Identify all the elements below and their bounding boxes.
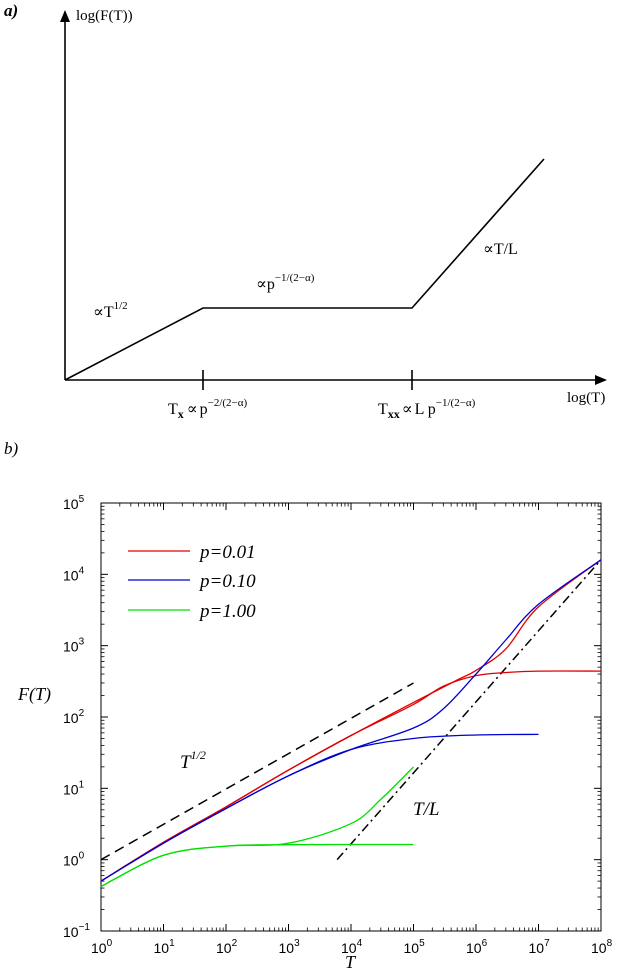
axis-ticks — [100, 502, 602, 932]
series-line-p010-2 — [100, 559, 602, 882]
plot-frame — [100, 502, 602, 932]
y-axis-title: F(T) — [17, 684, 51, 705]
x-axis-title: T — [345, 952, 357, 972]
guide-lines — [100, 559, 602, 861]
legend: p=0.01 p=0.10 p=1.00 — [128, 542, 256, 622]
x-tick-label: 100 — [91, 938, 113, 956]
legend-label-p001: p=0.01 — [198, 542, 256, 563]
panel-a-x-axis-label: log(T) — [567, 390, 605, 406]
annotation-sqrt: T1/2 — [180, 748, 206, 773]
crossover-label-tx: Tx ∝ p−2/(2−α) — [168, 397, 247, 421]
series-line-p001-1 — [100, 670, 602, 882]
x-tick-label: 108 — [591, 938, 613, 956]
series-line-p100-5 — [100, 843, 414, 888]
y-tick-label: 103 — [63, 637, 85, 655]
panel-a-scaling-curve — [64, 158, 545, 381]
y-tick-labels: 10−1 100 101 102 103 104 105 — [63, 494, 90, 940]
series-line-p010-3 — [100, 733, 539, 882]
y-tick-label: 100 — [63, 851, 85, 869]
y-tick-label: 10−1 — [63, 922, 90, 940]
panel-a: a) log(F(T)) log(T) ∝T1/2 ∝p−1/(2−α) ∝T/… — [4, 1, 607, 421]
x-tick-label: 103 — [279, 938, 301, 956]
panel-b-label: b) — [4, 439, 19, 458]
guide-sqrt-dashed — [100, 682, 414, 861]
x-tick-label: 105 — [404, 938, 426, 956]
regime-label-linear: ∝T/L — [483, 241, 518, 258]
annotation-linear: T/L — [413, 799, 439, 820]
x-tick-label: 101 — [154, 938, 176, 956]
y-tick-label: 104 — [63, 565, 85, 583]
x-tick-label: 107 — [529, 938, 551, 956]
x-tick-label: 102 — [216, 938, 238, 956]
regime-label-sqrt: ∝T1/2 — [93, 300, 128, 321]
x-tick-label: 106 — [466, 938, 488, 956]
legend-label-p100: p=1.00 — [198, 601, 256, 622]
panel-a-label: a) — [4, 1, 18, 20]
panel-a-y-axis-label: log(F(T)) — [76, 8, 133, 24]
legend-label-p010: p=0.10 — [198, 571, 256, 592]
series-lines — [100, 559, 602, 888]
x-tick-label: 104 — [341, 938, 363, 956]
panel-b: b) 100 101 102 103 104 105 106 107 108 10−110010… — [4, 439, 613, 972]
x-tick-labels: 100 101 102 103 104 105 106 107 108 — [91, 938, 613, 956]
y-tick-label: 105 — [63, 494, 85, 512]
guide-linear-dashdot — [336, 559, 602, 861]
regime-label-plateau: ∝p−1/(2−α) — [256, 272, 315, 293]
series-line-p001-0 — [100, 559, 602, 882]
crossover-label-txx: Txx ∝ L p−1/(2−α) — [378, 397, 476, 421]
y-tick-label: 101 — [63, 779, 85, 797]
y-tick-label: 102 — [63, 708, 85, 726]
